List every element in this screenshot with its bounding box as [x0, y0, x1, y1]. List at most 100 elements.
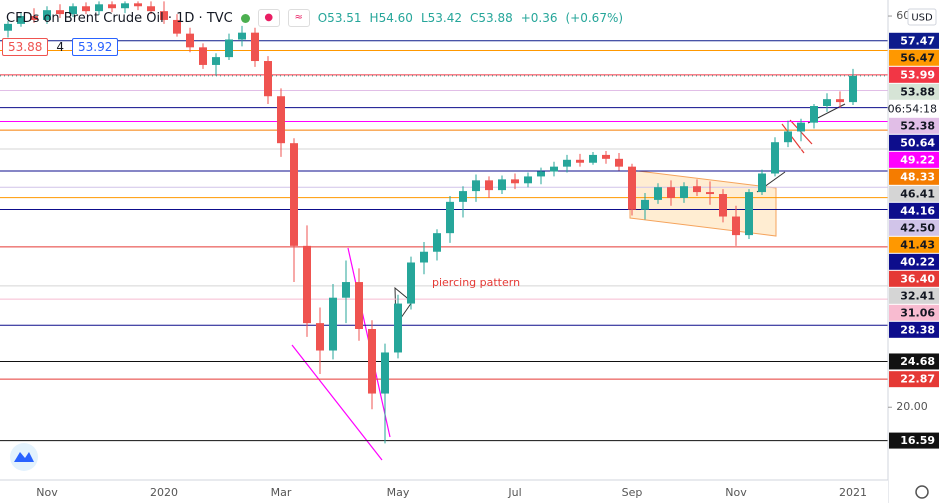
price-label-box [889, 49, 939, 66]
currency: USD [911, 13, 933, 24]
header: CFDs on Brent Crude Oil · 1D · TVC ● ≈ O… [6, 9, 623, 27]
price-label-box [889, 151, 939, 168]
candle-body [706, 192, 714, 195]
countdown-box [889, 100, 939, 117]
candle-body [121, 3, 129, 9]
price-label-box [889, 32, 939, 49]
candle-body [316, 323, 324, 351]
candles [4, 1, 857, 444]
ohlc-open: O53.51 [317, 11, 362, 25]
price-label-box [889, 236, 939, 253]
candle-body [56, 10, 64, 15]
price-label-box [889, 353, 939, 370]
settings-icon[interactable] [915, 485, 929, 499]
candle-body [810, 106, 818, 123]
candle-body [186, 33, 194, 48]
candle-body [758, 173, 766, 193]
candle-body [108, 4, 116, 9]
x-tick-label: Mar [271, 486, 292, 499]
price-label: 22.87 [900, 373, 935, 386]
candle-body [485, 180, 493, 191]
price-label: 24.68 [900, 355, 935, 368]
candle-body [823, 99, 831, 107]
candle-body [771, 142, 779, 174]
price-label: 32.41 [900, 289, 935, 302]
candle-body [550, 166, 558, 172]
candle-body [238, 32, 246, 40]
spread: 4 [56, 40, 64, 54]
candle-body [498, 179, 506, 191]
candle-body [160, 11, 168, 20]
change-pct: (+0.67%) [565, 11, 624, 25]
candle-body [511, 179, 519, 184]
price-label-box [889, 371, 939, 388]
symbol-title: CFDs on Brent Crude Oil · 1D · TVC [6, 10, 233, 26]
countdown: 06:54:18 [888, 102, 937, 115]
price-label-box [889, 219, 939, 236]
candle-body [199, 47, 207, 65]
price-label: 42.50 [900, 221, 935, 234]
price-label-box [889, 168, 939, 185]
buy-price[interactable]: 53.92 [72, 38, 119, 56]
triangle [756, 171, 786, 193]
candle-body [381, 352, 389, 394]
candle-body [433, 233, 441, 252]
candle-body [797, 122, 805, 132]
x-tick-label: Jul [507, 486, 521, 499]
candle-body [147, 6, 155, 12]
levels [0, 40, 888, 442]
candle-body [420, 251, 428, 263]
ohlc-low: L53.42 [420, 11, 462, 25]
price-label-box [889, 253, 939, 270]
axes: 60.0020.0057.4756.4753.9953.8806:54:1852… [36, 9, 939, 499]
candle-body [290, 143, 298, 246]
candle-body [589, 154, 597, 163]
currency-box [907, 8, 937, 26]
price-label: 53.88 [900, 85, 935, 98]
x-tick-label: 2020 [150, 486, 178, 499]
candle-body [615, 158, 623, 167]
x-tick-label: Sep [622, 486, 643, 499]
logo-mark [14, 452, 34, 462]
ohlc-high: H54.60 [369, 11, 413, 25]
sell-price[interactable]: 53.88 [2, 38, 49, 56]
price-label: 16.59 [900, 434, 935, 447]
icon[interactable]: ● [257, 9, 280, 27]
icon[interactable]: ≈ [287, 9, 310, 27]
candle-body [732, 216, 740, 236]
price-label: 50.64 [900, 136, 935, 149]
candle-body [342, 282, 350, 298]
candle-body [17, 16, 25, 24]
price-label: 49.22 [900, 153, 935, 166]
price-label: 40.22 [900, 255, 935, 268]
candle-body [43, 10, 51, 20]
candle-body [264, 61, 272, 97]
candle-body [719, 194, 727, 217]
price-label-box [889, 83, 939, 100]
price-label: 44.16 [900, 204, 935, 217]
price-label: 28.38 [900, 323, 935, 336]
price-label: 46.41 [900, 187, 935, 200]
candle-body [329, 297, 337, 351]
price-label-box [889, 66, 939, 83]
candle-body [368, 328, 376, 394]
candle-body [69, 6, 77, 15]
price-label-box [889, 270, 939, 287]
candle-body [641, 199, 649, 210]
candle-body [355, 282, 363, 329]
candle-body [628, 166, 636, 210]
candle-body [472, 180, 480, 192]
candle-body [95, 4, 103, 12]
x-tick-label: Nov [36, 486, 58, 499]
candle-body [30, 16, 38, 20]
price-label: 48.33 [900, 170, 935, 183]
price-label-box [889, 304, 939, 321]
candle-body [303, 245, 311, 324]
candle-body [654, 187, 662, 200]
price-label-box [889, 321, 939, 338]
price-label: 36.40 [900, 272, 935, 285]
price-label-box [889, 134, 939, 151]
